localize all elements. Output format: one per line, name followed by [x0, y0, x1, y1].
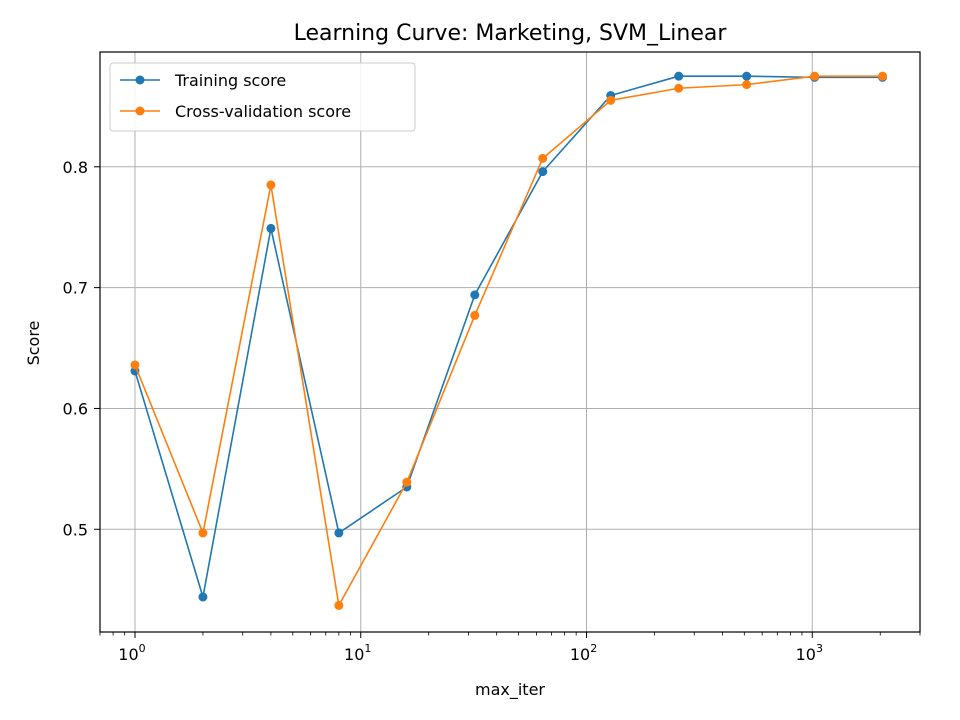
axis-ticks: 100 101 102 103 0.5 0.6 0.7 0.8 — [63, 158, 921, 664]
data-point — [266, 180, 276, 190]
y-tick-label: 0.7 — [63, 279, 88, 298]
data-point — [674, 71, 684, 81]
x-axis-label: max_iter — [475, 680, 545, 700]
x-tick-label: 103 — [796, 642, 823, 664]
series-line — [134, 75, 883, 607]
y-tick-label: 0.6 — [63, 399, 88, 418]
data-point — [878, 71, 888, 81]
data-point — [334, 528, 344, 538]
y-tick-label: 0.5 — [63, 520, 88, 539]
grid-lines — [100, 52, 920, 632]
x-tick-label: 100 — [118, 642, 145, 664]
legend: Training score Cross-validation score — [109, 62, 416, 132]
data-point — [334, 600, 344, 610]
series-cross-validation-score — [130, 71, 888, 610]
x-tick-label: 101 — [344, 642, 371, 664]
data-point — [198, 528, 208, 538]
data-point — [266, 223, 276, 233]
data-point — [538, 167, 548, 177]
data-point — [810, 71, 820, 81]
y-tick-label: 0.8 — [63, 158, 88, 177]
data-point — [742, 71, 752, 81]
data-point — [470, 290, 480, 300]
chart-title: Learning Curve: Marketing, SVM_Linear — [294, 21, 728, 46]
legend-label: Training score — [174, 71, 286, 90]
legend-marker — [135, 106, 145, 116]
data-point — [198, 592, 208, 602]
x-tick-label: 102 — [570, 642, 597, 664]
y-axis-label: Score — [24, 321, 43, 366]
legend-box — [109, 62, 416, 132]
plot-area-frame — [99, 51, 921, 633]
data-point — [742, 80, 752, 90]
data-point — [130, 360, 140, 370]
data-point — [674, 83, 684, 93]
series-line — [134, 75, 883, 598]
data-point — [470, 310, 480, 320]
data-point — [606, 95, 616, 105]
data-point — [538, 153, 548, 163]
legend-label: Cross-validation score — [175, 102, 351, 121]
data-point — [402, 477, 412, 487]
legend-marker — [135, 75, 145, 85]
series-layer — [130, 71, 888, 610]
